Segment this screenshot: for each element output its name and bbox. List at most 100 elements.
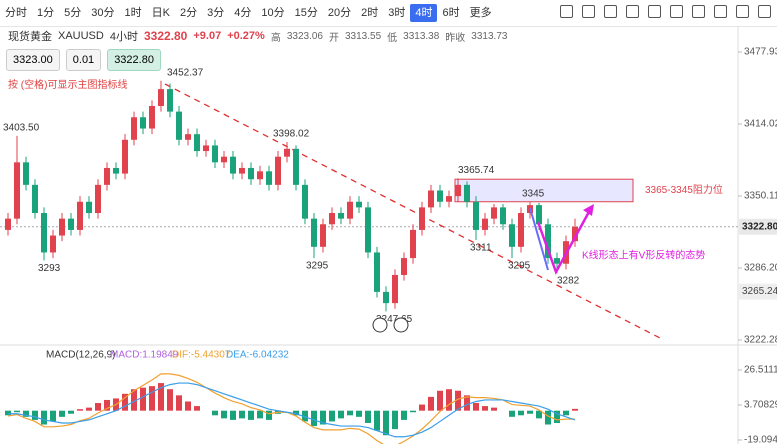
period-tab[interactable]: 4时	[410, 4, 438, 22]
macd-bar	[185, 401, 191, 411]
macd-bar	[77, 409, 83, 411]
macd-bar	[338, 410, 344, 419]
field-value: 3313.38	[403, 30, 440, 42]
macd-bar	[536, 410, 542, 419]
candle-body	[239, 167, 245, 174]
macd-bar	[356, 410, 362, 417]
period-tab[interactable]: 2时	[361, 7, 379, 19]
period-tab[interactable]: 30分	[91, 7, 115, 19]
macd-bar	[563, 410, 569, 416]
period-tab[interactable]: 1时	[124, 7, 142, 19]
candle-body	[284, 148, 290, 157]
period-tab[interactable]: 更多	[469, 7, 492, 19]
icon[interactable]	[626, 5, 639, 18]
candle-body	[266, 171, 272, 185]
candle-body	[257, 171, 263, 180]
price-annotation: 3398.02	[273, 129, 310, 140]
icon[interactable]	[736, 5, 749, 18]
y-tick-label: 26.51119	[744, 365, 777, 376]
candle-body	[176, 111, 182, 140]
macd-bar	[158, 383, 164, 411]
tool-icons	[560, 5, 771, 18]
period-tab[interactable]: 分时	[5, 7, 27, 19]
icon[interactable]	[692, 5, 705, 18]
change-pct: +0.27%	[227, 30, 265, 42]
period[interactable]: 4小时	[109, 31, 138, 43]
period-tab[interactable]: 1分	[37, 7, 55, 19]
price-annotation: 3403.50	[3, 122, 40, 133]
candle-body	[59, 218, 65, 236]
macd-value: MACD:1.19849	[110, 350, 179, 361]
macd-plot	[5, 373, 578, 444]
candle-body	[536, 205, 542, 225]
macd-bar	[293, 410, 299, 416]
candle-body	[167, 89, 173, 112]
period-tab[interactable]: 日K	[151, 7, 170, 19]
period-tab[interactable]: 4分	[234, 7, 252, 19]
dea-value: DEA:-6.04232	[226, 350, 289, 361]
candle-body	[491, 207, 497, 219]
period-tab[interactable]: 3分	[207, 7, 225, 19]
candle-body	[212, 145, 218, 163]
period-tab[interactable]: 20分	[327, 7, 352, 19]
quantity[interactable]: 0.01	[65, 49, 102, 71]
toolbar: 分时 1分 5分 30分 1时 日K 2分 3分 4分 10分 15分 20分 2时 3时 4时 6时 更多	[0, 0, 777, 27]
price-annotation: 3452.37	[167, 67, 204, 78]
candle-body	[248, 167, 254, 180]
field-value: 3323.06	[286, 30, 323, 42]
candle-body	[572, 226, 578, 242]
candle-body	[356, 201, 362, 208]
icon[interactable]	[582, 5, 595, 18]
macd-bar	[302, 410, 308, 422]
symbol-code[interactable]: XAUUSD	[58, 30, 104, 42]
symbol-name: 现货黄金	[8, 31, 52, 43]
macd-bar	[392, 410, 398, 430]
field-label: 低	[387, 32, 398, 44]
icon[interactable]	[560, 5, 573, 18]
candle-body	[221, 156, 227, 163]
candle-body	[338, 213, 344, 219]
candle-body	[95, 184, 101, 214]
period-tab[interactable]: 15分	[294, 7, 318, 19]
candle-body	[320, 224, 326, 247]
candle-body	[14, 162, 20, 219]
period-tab[interactable]: 10分	[261, 7, 285, 19]
macd-bar	[149, 386, 155, 411]
candle-body	[104, 167, 110, 185]
period-tab[interactable]: 5分	[64, 7, 82, 19]
icon[interactable]	[714, 5, 727, 18]
y-tick-label: 3477.93	[744, 47, 777, 58]
icon[interactable]	[758, 5, 771, 18]
macd-bar	[167, 389, 173, 411]
candle-body	[275, 156, 281, 185]
macd-bar	[311, 410, 317, 427]
field-value: 3313.73	[471, 30, 508, 42]
macd-bar	[464, 395, 470, 411]
candle-body	[50, 235, 56, 253]
candle-body	[302, 184, 308, 219]
icon[interactable]	[670, 5, 683, 18]
period-tab[interactable]: 2分	[179, 7, 198, 19]
icon[interactable]	[604, 5, 617, 18]
price-annotation: 3311	[470, 243, 492, 254]
macd-bar	[554, 410, 560, 423]
sell-price[interactable]: 3323.00	[6, 49, 60, 71]
period-tab[interactable]: 6时	[442, 7, 460, 19]
nav-button[interactable]	[393, 317, 409, 333]
current-price-label: 3322.80	[742, 221, 777, 232]
arrow-head	[583, 204, 594, 216]
current-price-box	[739, 218, 777, 235]
price-annotation: 3293	[38, 263, 61, 274]
candle-body	[203, 145, 209, 152]
macd-bar	[320, 410, 326, 425]
nav-button[interactable]	[372, 317, 388, 333]
macd-bar	[482, 406, 488, 411]
icon[interactable]	[648, 5, 661, 18]
buy-price[interactable]: 3322.80	[107, 49, 161, 71]
period-tab[interactable]: 3时	[388, 7, 406, 19]
macd-bar	[374, 410, 380, 431]
y-tick-label: 3.70829	[744, 400, 777, 411]
macd-bar	[257, 410, 263, 419]
macd-bar	[518, 410, 524, 416]
